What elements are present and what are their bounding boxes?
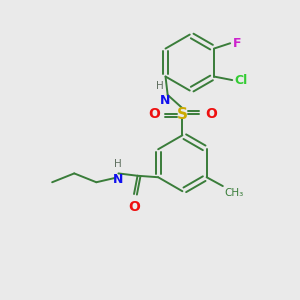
Text: Cl: Cl [235, 74, 248, 87]
Text: N: N [112, 173, 123, 186]
Text: O: O [128, 200, 140, 214]
Text: H: H [114, 159, 122, 169]
Text: CH₃: CH₃ [224, 188, 244, 198]
Text: S: S [177, 106, 188, 122]
Text: H: H [155, 81, 163, 91]
Text: F: F [232, 37, 241, 50]
Text: O: O [148, 107, 160, 121]
Text: N: N [160, 94, 170, 107]
Text: O: O [205, 107, 217, 121]
